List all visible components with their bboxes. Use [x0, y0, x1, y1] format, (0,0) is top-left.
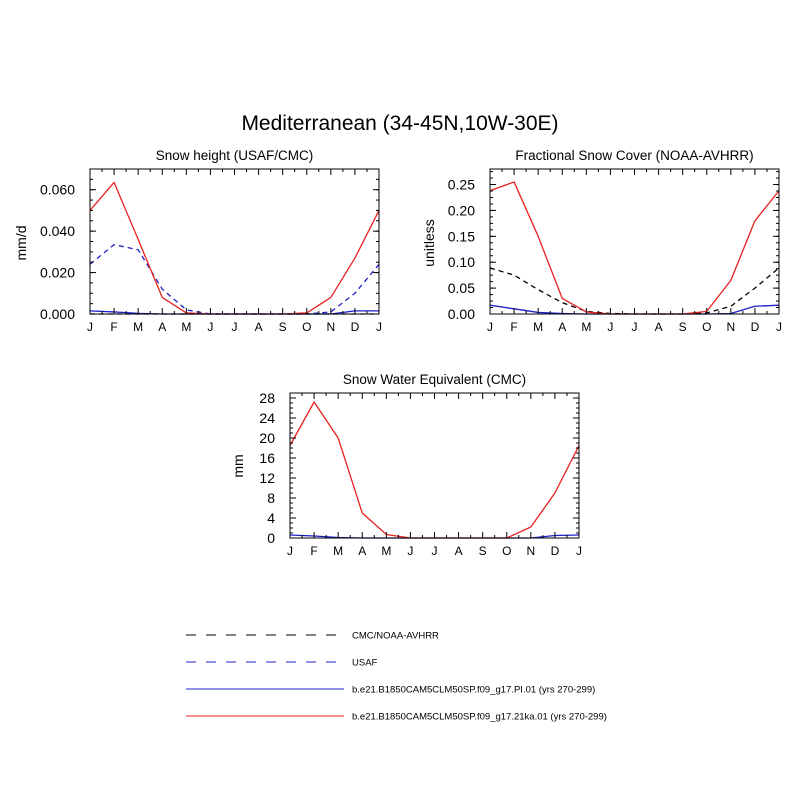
x-tick-label: N — [526, 544, 535, 558]
x-tick-label: M — [133, 320, 143, 334]
y-axis-label: unitless — [421, 219, 437, 266]
legend-entry: b.e21.B1850CAM5CLM50SP.f09_g17.PI.01 (yr… — [186, 685, 595, 696]
legend-entry: CMC/NOAA-AVHRR — [186, 631, 439, 642]
x-tick-label: M — [381, 544, 391, 558]
x-tick-label: D — [551, 544, 560, 558]
solid-series-line — [489, 181, 780, 315]
legend-entry: USAF — [186, 658, 378, 669]
x-tick-label: J — [232, 320, 238, 334]
x-tick-label: N — [326, 320, 335, 334]
y-tick-label: 20 — [259, 430, 275, 446]
x-tick-label: A — [455, 544, 463, 558]
x-tick-label: J — [432, 544, 438, 558]
y-tick-label: 0.060 — [40, 182, 75, 198]
x-tick-label: J — [576, 544, 582, 558]
x-tick-label: J — [776, 320, 782, 334]
y-tick-label: 0.25 — [448, 177, 475, 193]
x-tick-label: J — [407, 544, 413, 558]
legend-label: b.e21.B1850CAM5CLM50SP.f09_g17.PI.01 (yr… — [352, 685, 595, 696]
legend-label: USAF — [352, 658, 378, 669]
legend: CMC/NOAA-AVHRR USAF b.e21.B1850CAM5CLM50… — [186, 631, 607, 723]
panel-snow-height: Snow height (USAF/CMC) mm/d J F M A M J J A S O N D… — [13, 148, 382, 334]
x-tick-label: M — [581, 320, 591, 334]
x-tick-label: F — [510, 320, 517, 334]
plot-frame — [489, 168, 780, 315]
y-tick-label: 28 — [259, 390, 275, 406]
y-tick-label: 4 — [267, 510, 275, 526]
x-tick-label: A — [158, 320, 166, 334]
x-tick-label: J — [287, 544, 293, 558]
x-tick-label: D — [351, 320, 360, 334]
x-tick-label: M — [533, 320, 543, 334]
panel-title: Snow Water Equivalent (CMC) — [343, 372, 526, 387]
y-tick-label: 0.15 — [448, 228, 475, 244]
x-tick-label: J — [87, 320, 93, 334]
x-tick-label: J — [487, 320, 493, 334]
y-tick-label: 24 — [259, 410, 275, 426]
figure-title: Mediterranean (34-45N,10W-30E) — [241, 112, 558, 135]
solid-series-line — [89, 181, 380, 315]
x-tick-label: A — [558, 320, 566, 334]
x-tick-label: S — [679, 320, 687, 334]
x-tick-label: D — [751, 320, 760, 334]
legend-entry: b.e21.B1850CAM5CLM50SP.f09_g17.21ka.01 (… — [186, 712, 607, 723]
plot-frame — [89, 168, 380, 315]
y-tick-label: 0.020 — [40, 265, 75, 281]
legend-label: CMC/NOAA-AVHRR — [352, 631, 439, 642]
x-tick-label: M — [181, 320, 191, 334]
x-tick-label: N — [726, 320, 735, 334]
legend-label: b.e21.B1850CAM5CLM50SP.f09_g17.21ka.01 (… — [352, 712, 607, 723]
plot-frame — [289, 392, 580, 539]
y-axis-label: mm — [230, 454, 246, 477]
y-axis-label: mm/d — [13, 226, 29, 261]
x-tick-label: A — [255, 320, 263, 334]
y-tick-label: 12 — [259, 470, 275, 486]
x-tick-label: O — [302, 320, 311, 334]
y-tick-label: 0.040 — [40, 223, 75, 239]
dashed-series-line — [89, 243, 380, 315]
panel-snow-water-equivalent: Snow Water Equivalent (CMC) mm J F M A M J J A S… — [230, 372, 582, 558]
solid-series-line — [289, 401, 580, 539]
x-tick-label: J — [376, 320, 382, 334]
y-tick-label: 0.05 — [448, 280, 475, 296]
x-tick-label: F — [310, 544, 317, 558]
x-tick-label: A — [655, 320, 663, 334]
panel-fractional-snow-cover: Fractional Snow Cover (NOAA-AVHRR) unitl… — [421, 148, 782, 334]
x-tick-label: F — [110, 320, 117, 334]
x-tick-label: J — [207, 320, 213, 334]
y-tick-label: 0.000 — [40, 306, 75, 322]
dashed-series-line — [489, 267, 780, 315]
panel-title: Snow height (USAF/CMC) — [156, 148, 314, 163]
panel-title: Fractional Snow Cover (NOAA-AVHRR) — [515, 148, 753, 163]
x-tick-label: S — [279, 320, 287, 334]
x-tick-label: S — [479, 544, 487, 558]
x-tick-label: J — [632, 320, 638, 334]
y-tick-label: 16 — [259, 450, 275, 466]
x-tick-label: J — [607, 320, 613, 334]
x-tick-label: O — [702, 320, 711, 334]
x-tick-label: O — [502, 544, 511, 558]
x-tick-label: A — [358, 544, 366, 558]
x-tick-label: M — [333, 544, 343, 558]
y-tick-label: 0.20 — [448, 202, 475, 218]
y-tick-label: 0.10 — [448, 254, 475, 270]
y-tick-label: 0 — [267, 530, 275, 546]
y-tick-label: 8 — [267, 490, 275, 506]
y-tick-label: 0.00 — [448, 306, 475, 322]
